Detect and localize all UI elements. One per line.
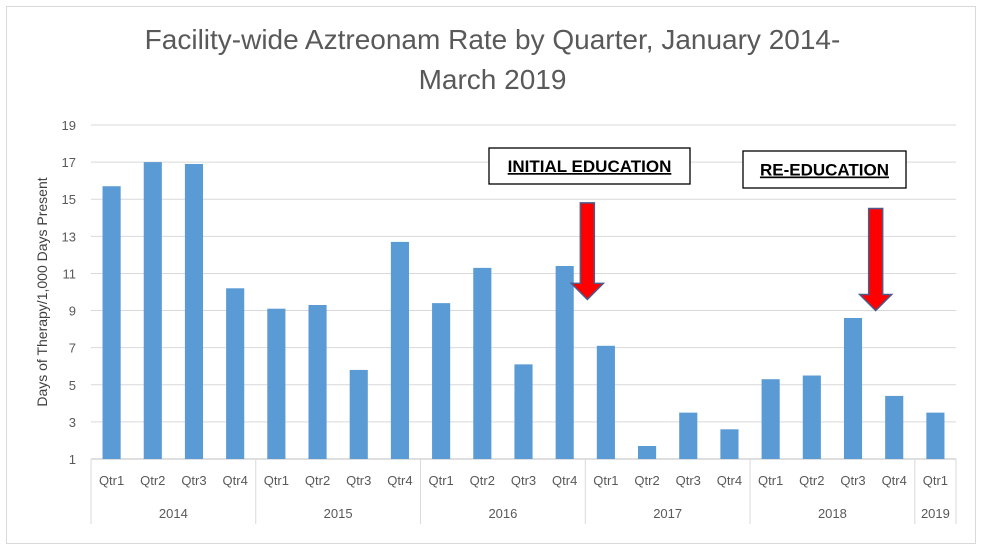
annotation-box bbox=[742, 150, 907, 189]
x-tick-label-quarter: Qtr3 bbox=[840, 473, 865, 488]
x-tick-label-year: 2015 bbox=[324, 506, 353, 521]
y-axis-label: Days of Therapy/1,000 Days Present bbox=[34, 177, 50, 406]
chart-title: Facility-wide Aztreonam Rate by Quarter,… bbox=[0, 20, 985, 100]
x-axis: Qtr1 Qtr2 Qtr3 Qtr4 Qtr1 Qtr2 Qtr3 Qtr4 Qtr1 Qtr2… bbox=[90, 459, 957, 524]
y-tick-label: 11 bbox=[63, 266, 77, 281]
y-tick-label: 3 bbox=[69, 415, 76, 430]
bar bbox=[638, 446, 657, 459]
bar bbox=[143, 162, 162, 459]
x-tick-label-quarter: Qtr2 bbox=[799, 473, 824, 488]
x-tick-label-quarter: Qtr3 bbox=[511, 473, 536, 488]
bar bbox=[226, 288, 245, 459]
bar bbox=[102, 186, 121, 459]
bar bbox=[679, 412, 698, 459]
chart-title-line-1: Facility-wide Aztreonam Rate by Quarter,… bbox=[144, 24, 841, 55]
x-tick-label-quarter: Qtr3 bbox=[346, 473, 371, 488]
x-tick-label-year: 2017 bbox=[653, 506, 682, 521]
down-arrow-icon bbox=[857, 207, 894, 312]
annotation-label: RE-EDUCATION bbox=[760, 161, 889, 180]
x-tick-label-quarter: Qtr2 bbox=[140, 473, 165, 488]
annotations: INITIAL EDUCATION RE-EDUCATION bbox=[488, 147, 907, 312]
x-tick-label-year: 2014 bbox=[159, 506, 188, 521]
bar bbox=[473, 267, 492, 459]
x-tick-label-quarter: Qtr1 bbox=[593, 473, 618, 488]
bar bbox=[843, 317, 863, 459]
down-arrow-icon bbox=[569, 202, 606, 301]
x-tick-label-quarter: Qtr1 bbox=[758, 473, 783, 488]
x-tick-label-quarter: Qtr4 bbox=[882, 473, 907, 488]
x-tick-label-quarter: Qtr1 bbox=[923, 473, 948, 488]
bar bbox=[926, 412, 945, 459]
annotation-label: INITIAL EDUCATION bbox=[508, 157, 672, 176]
y-tick-label: 13 bbox=[62, 229, 76, 244]
y-tick-label: 9 bbox=[69, 304, 76, 319]
bar bbox=[802, 375, 821, 459]
bar bbox=[596, 345, 615, 459]
x-tick-label-quarter: Qtr3 bbox=[181, 473, 206, 488]
bar bbox=[184, 163, 204, 459]
bar bbox=[514, 364, 533, 459]
chart-title-line-2: March 2019 bbox=[418, 64, 567, 95]
x-tick-label-quarter: Qtr1 bbox=[428, 473, 453, 488]
bar bbox=[432, 303, 451, 459]
bar bbox=[555, 266, 574, 459]
y-tick-label: 1 bbox=[69, 452, 76, 467]
y-tick-label: 5 bbox=[69, 378, 76, 393]
x-tick-label-quarter: Qtr1 bbox=[264, 473, 289, 488]
y-tick-label: 7 bbox=[69, 341, 76, 356]
x-tick-label-quarter: Qtr4 bbox=[717, 473, 742, 488]
y-tick-label: 19 bbox=[62, 118, 76, 133]
bar bbox=[720, 429, 739, 459]
x-tick-label-quarter: Qtr2 bbox=[634, 473, 659, 488]
bar bbox=[390, 241, 409, 459]
x-tick-label-quarter: Qtr1 bbox=[99, 473, 124, 488]
x-tick-label-quarter: Qtr4 bbox=[387, 473, 412, 488]
x-tick-label-quarter: Qtr3 bbox=[676, 473, 701, 488]
bar bbox=[308, 304, 327, 459]
x-tick-label-year: 2016 bbox=[488, 506, 517, 521]
bars bbox=[102, 162, 945, 459]
bar bbox=[349, 369, 368, 459]
y-tick-label: 15 bbox=[62, 192, 76, 207]
x-tick-label-year: 2019 bbox=[921, 506, 950, 521]
bar bbox=[761, 379, 780, 459]
x-tick-label-year: 2018 bbox=[818, 506, 847, 521]
annotation-box bbox=[488, 147, 691, 185]
x-tick-label-quarter: Qtr4 bbox=[223, 473, 248, 488]
bar bbox=[267, 308, 286, 459]
x-tick-label-quarter: Qtr2 bbox=[470, 473, 495, 488]
y-tick-label: 17 bbox=[62, 155, 76, 170]
x-tick-label-quarter: Qtr2 bbox=[305, 473, 330, 488]
bar bbox=[885, 395, 904, 459]
x-tick-label-quarter: Qtr4 bbox=[552, 473, 577, 488]
